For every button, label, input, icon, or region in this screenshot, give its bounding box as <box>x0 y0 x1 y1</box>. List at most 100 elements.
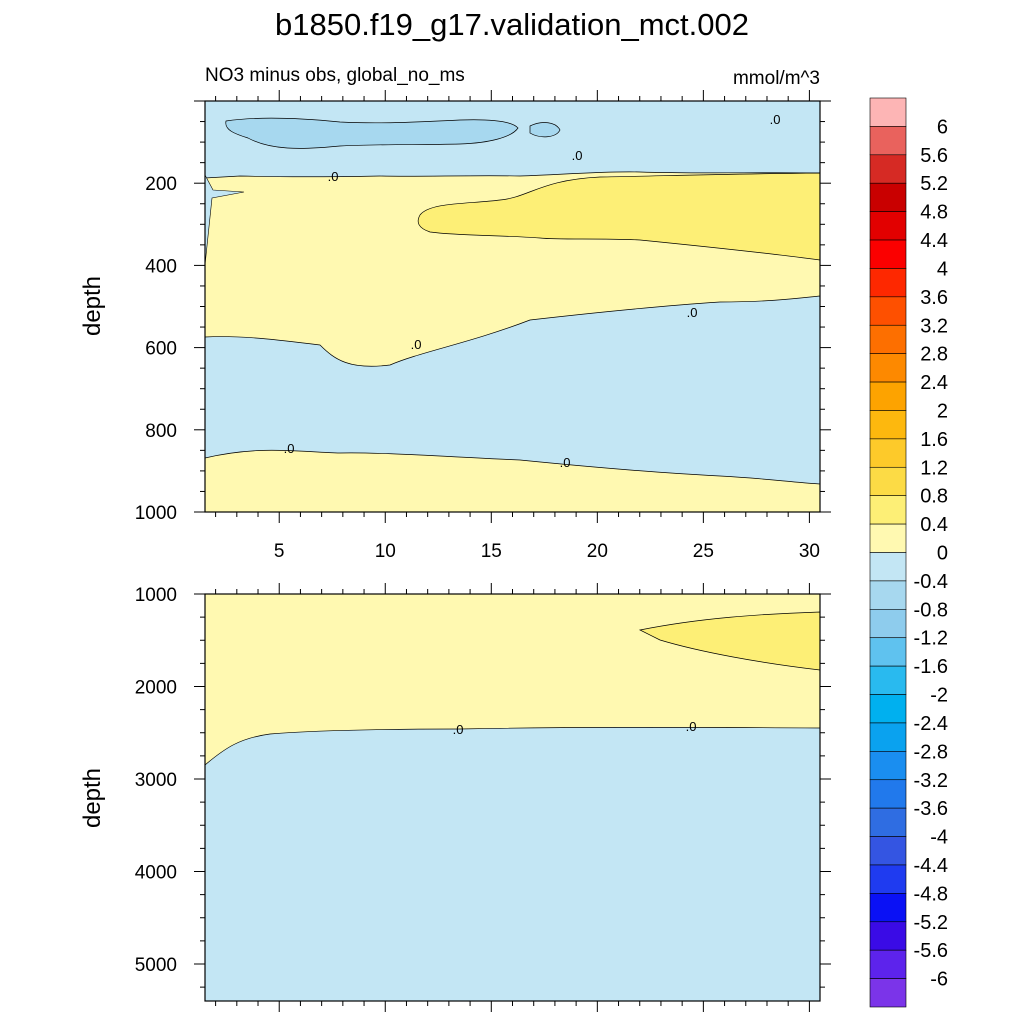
colorbar-swatch <box>869 324 907 354</box>
colorbar-label: -5.6 <box>914 940 948 962</box>
colorbar-label: 4.8 <box>920 202 948 224</box>
y-tick-label: 600 <box>145 339 177 360</box>
x-tick-label: 30 <box>799 541 820 562</box>
colorbar-swatch <box>869 381 907 411</box>
upper-contour-label: .0 <box>572 148 583 163</box>
subtitle-right: mmol/m^3 <box>733 68 820 89</box>
colorbar-swatch <box>869 438 907 468</box>
colorbar-swatch <box>869 779 907 809</box>
colorbar-swatch <box>869 978 907 1008</box>
colorbar-swatch <box>869 836 907 866</box>
colorbar-swatch <box>869 694 907 724</box>
colorbar-swatch <box>869 893 907 923</box>
colorbar-swatch <box>869 182 907 212</box>
colorbar-swatch <box>869 97 907 127</box>
colorbar-swatch <box>869 239 907 269</box>
colorbar-label: -3.2 <box>914 770 948 792</box>
x-tick-label: 10 <box>375 541 396 562</box>
colorbar-swatch <box>869 609 907 639</box>
colorbar-label: -4.8 <box>914 883 948 905</box>
colorbar-label: -2.4 <box>914 713 948 735</box>
colorbar-label: -6 <box>930 969 948 991</box>
chart-title: b1850.f19_g17.validation_mct.002 <box>275 7 749 42</box>
colorbar-label: 2 <box>937 400 948 422</box>
x-tick-label: 20 <box>587 541 608 562</box>
colorbar-label: 3.2 <box>920 315 948 337</box>
colorbar-label: -1.6 <box>914 656 948 678</box>
colorbar-swatch <box>869 722 907 752</box>
y-tick-label: 1000 <box>135 585 177 606</box>
colorbar-swatch <box>869 410 907 440</box>
y-tick-label: 2000 <box>135 678 177 699</box>
colorbar-swatch <box>869 864 907 894</box>
colorbar-swatch <box>869 353 907 383</box>
colorbar-swatch <box>869 921 907 951</box>
colorbar-label: 6 <box>937 116 948 138</box>
upper-contour-label: .0 <box>687 305 698 320</box>
colorbar-label: -1.2 <box>914 628 948 650</box>
upper-contour-label: .0 <box>411 337 422 352</box>
upper-contour-label: .0 <box>328 169 339 184</box>
colorbar-swatch <box>869 296 907 326</box>
colorbar-label: -0.4 <box>914 571 948 593</box>
upper-contour-label: .0 <box>560 455 571 470</box>
colorbar-label: -5.2 <box>914 912 948 934</box>
colorbar-swatch <box>869 552 907 582</box>
colorbar-label: -2 <box>930 685 948 707</box>
colorbar-label: 1.2 <box>920 457 948 479</box>
colorbar-label: 0.4 <box>920 514 948 536</box>
upper-region-neg-surface <box>204 100 821 179</box>
y-tick-label: 1000 <box>135 503 177 524</box>
colorbar-swatch <box>869 268 907 298</box>
colorbar-label: 4.4 <box>920 230 948 252</box>
lower-axis-ticks: 1000 2000 3000 4000 5000 <box>135 583 831 1012</box>
colorbar-swatch <box>869 807 907 837</box>
colorbar-label: 0.8 <box>920 486 948 508</box>
upper-y-axis-title: depth <box>79 276 106 336</box>
colorbar-label: 0 <box>937 543 948 565</box>
colorbar-swatch <box>869 211 907 241</box>
y-tick-label: 400 <box>145 256 177 277</box>
upper-contour-label: .0 <box>284 441 295 456</box>
colorbar-label: -0.8 <box>914 599 948 621</box>
colorbar-swatch <box>869 949 907 979</box>
upper-plot-area: .0 .0 .0 .0 .0 .0 .0 <box>204 100 821 512</box>
upper-region-neg-core <box>225 117 519 149</box>
subtitle-left: NO3 minus obs, global_no_ms <box>205 65 465 86</box>
colorbar-swatch <box>869 495 907 525</box>
colorbar-swatch <box>869 154 907 184</box>
y-tick-label: 200 <box>145 174 177 195</box>
colorbar-label: 5.2 <box>920 173 948 195</box>
lower-contour-label: .0 <box>686 719 697 734</box>
colorbar-swatch <box>869 665 907 695</box>
colorbar-swatch <box>869 466 907 496</box>
colorbar-label: -4 <box>930 827 948 849</box>
colorbar-label: 3.6 <box>920 287 948 309</box>
y-tick-label: 800 <box>145 421 177 442</box>
colorbar: 6 5.6 5.2 4.8 4.4 4 3.6 3.2 2.8 2.4 2 1.6 1.2 0.8 0.4 0… <box>869 97 948 1008</box>
colorbar-swatch <box>869 126 907 156</box>
lower-y-axis-title: depth <box>79 768 106 828</box>
x-tick-label: 5 <box>274 541 285 562</box>
colorbar-label: 4 <box>937 258 948 280</box>
colorbar-label: 5.6 <box>920 145 948 167</box>
y-tick-label: 4000 <box>135 863 177 884</box>
upper-region-neg-blob <box>529 122 561 138</box>
lower-region-neg-deep <box>204 726 821 1002</box>
colorbar-swatch <box>869 523 907 553</box>
colorbar-label: 2.4 <box>920 372 948 394</box>
colorbar-label: 1.6 <box>920 429 948 451</box>
upper-region-neg-deep <box>204 295 821 485</box>
colorbar-swatch <box>869 637 907 667</box>
colorbar-label: -4.4 <box>914 855 948 877</box>
upper-contour-label: .0 <box>770 112 781 127</box>
x-tick-label: 25 <box>693 541 714 562</box>
x-tick-label: 15 <box>481 541 502 562</box>
colorbar-label: -2.8 <box>914 741 948 763</box>
upper-panel: .0 .0 .0 .0 .0 .0 .0 5 10 15 20 25 30 200 400 60… <box>79 90 831 562</box>
lower-panel: .0 .0 1000 2000 3000 4000 5000 depth <box>79 583 831 1012</box>
lower-plot-area: .0 .0 <box>204 594 821 1002</box>
upper-region-pos-core <box>417 172 821 261</box>
y-tick-label: 3000 <box>135 770 177 791</box>
